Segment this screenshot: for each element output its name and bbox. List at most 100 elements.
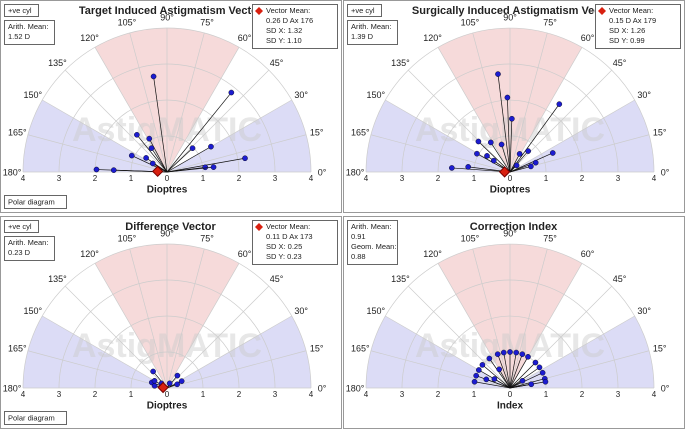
- spoke: [490, 142, 511, 173]
- data-point: [202, 164, 209, 171]
- spoke: [507, 97, 511, 173]
- angle-tick-label: 120°: [423, 33, 442, 43]
- data-point: [525, 354, 531, 360]
- stats-text: SD X: 1.26: [609, 26, 645, 35]
- data-point: [494, 351, 501, 357]
- data-point: [479, 362, 486, 368]
- grid-spoke: [370, 134, 511, 173]
- spoke: [509, 354, 523, 389]
- angle-tick-label: 60°: [238, 249, 252, 259]
- r-tick-label: 1: [544, 390, 549, 399]
- spoke: [151, 147, 168, 173]
- angle-tick-label: 135°: [48, 274, 67, 284]
- r-tick-label: 3: [273, 174, 278, 183]
- grid-spoke: [42, 315, 168, 389]
- spoke: [509, 367, 540, 389]
- r-tick-label: 3: [57, 174, 62, 183]
- sector-blue: [167, 316, 311, 388]
- data-point: [496, 366, 503, 373]
- info-text: 0.23 D: [8, 248, 31, 257]
- grid-spoke: [166, 248, 205, 389]
- data-point: [449, 165, 455, 171]
- spoke: [486, 379, 511, 389]
- angle-tick-label: 60°: [238, 33, 252, 43]
- angle-tick-label: 90°: [160, 12, 174, 22]
- data-point: [536, 364, 543, 371]
- spoke: [501, 144, 511, 173]
- data-point: [476, 367, 482, 373]
- spoke: [166, 146, 212, 173]
- r-tick-label: 1: [472, 174, 477, 183]
- info-text: 0.91: [351, 232, 366, 241]
- angle-tick-label: 135°: [48, 58, 67, 68]
- r-tick-label: 1: [129, 174, 134, 183]
- chart-title: Target Induced Astigmatism Vector: [79, 5, 263, 17]
- angle-tick-label: 60°: [581, 33, 595, 43]
- legend-diamond: [255, 7, 263, 15]
- spoke: [148, 138, 168, 173]
- stats-text: Vector Mean:: [266, 222, 310, 231]
- info-text: 1.39 D: [351, 32, 374, 41]
- angle-tick-label: 75°: [543, 234, 557, 244]
- data-point: [484, 153, 490, 159]
- r-tick-label: 4: [364, 390, 369, 399]
- data-point: [210, 164, 217, 170]
- data-point: [549, 150, 556, 156]
- spoke: [509, 383, 532, 389]
- data-point: [490, 157, 497, 164]
- data-point: [146, 135, 153, 142]
- spoke: [509, 352, 517, 389]
- data-point: [166, 380, 173, 387]
- spoke: [497, 354, 511, 389]
- angle-tick-label: 30°: [637, 306, 651, 316]
- button[interactable]: Polar diagram: [4, 195, 67, 209]
- sector-blue: [23, 316, 167, 388]
- spoke: [166, 166, 214, 173]
- info-box: [347, 20, 398, 45]
- cyl-box: [4, 220, 39, 233]
- button[interactable]: Polar diagram: [4, 411, 67, 425]
- data-point: [150, 160, 156, 167]
- x-axis-label: Dioptres: [147, 185, 188, 196]
- angle-tick-label: 105°: [118, 18, 137, 28]
- angle-tick-label: 90°: [503, 12, 517, 22]
- grid-spoke: [166, 285, 270, 389]
- angle-tick-label: 15°: [310, 127, 324, 137]
- spoke: [482, 364, 511, 389]
- data-point: [208, 143, 214, 150]
- info-box: [4, 20, 55, 45]
- angle-tick-label: 45°: [613, 58, 627, 68]
- angle-tick-label: 45°: [270, 274, 284, 284]
- grid-spoke: [64, 285, 168, 389]
- info-text: Arith. Mean:: [8, 238, 48, 247]
- x-axis-label: Dioptres: [490, 185, 531, 196]
- sector-blue: [366, 316, 510, 388]
- r-tick-label: 0: [165, 390, 170, 399]
- angle-tick-label: 150°: [366, 90, 385, 100]
- stats-text: 0.15 D Ax 179: [609, 16, 656, 25]
- data-point: [528, 381, 535, 388]
- r-tick-label: 1: [201, 390, 206, 399]
- r-tick-label: 2: [237, 174, 242, 183]
- mean-marker: [151, 165, 164, 178]
- angle-tick-label: 90°: [160, 228, 174, 238]
- data-point: [500, 349, 507, 356]
- r-tick-label: 4: [21, 390, 26, 399]
- angle-tick-label: 30°: [637, 90, 651, 100]
- data-point: [525, 148, 531, 154]
- r-tick-label: 4: [364, 174, 369, 183]
- grid-spoke: [407, 285, 511, 389]
- data-point: [242, 155, 248, 162]
- stats-text: SD X: 0.25: [266, 242, 302, 251]
- cyl-label: +ve cyl: [8, 222, 32, 231]
- data-point: [542, 378, 549, 385]
- grid-spoke: [166, 32, 205, 173]
- angle-tick-label: 135°: [391, 274, 410, 284]
- data-point: [189, 145, 196, 151]
- angle-tick-label: 135°: [391, 58, 410, 68]
- x-axis-label: Index: [497, 401, 524, 412]
